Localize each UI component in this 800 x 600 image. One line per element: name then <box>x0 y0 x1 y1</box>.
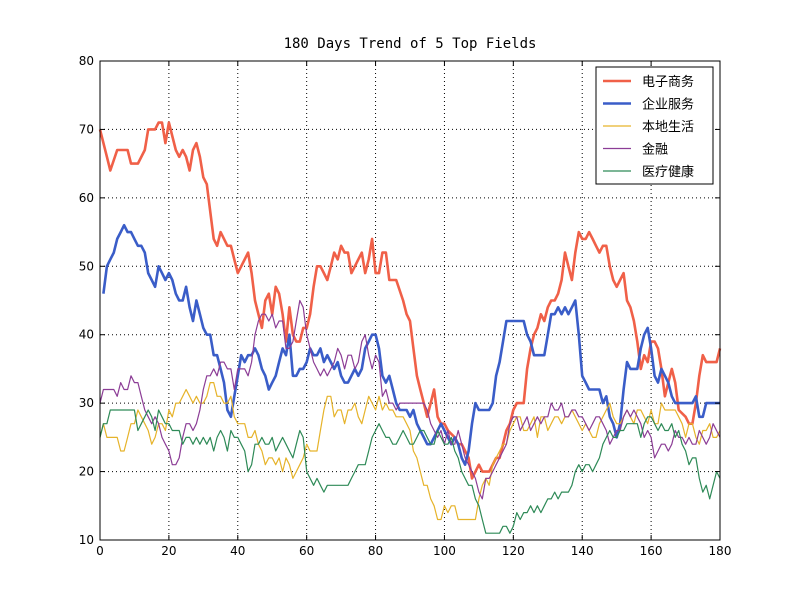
y-tick-label: 40 <box>79 328 94 342</box>
x-tick-label: 180 <box>709 544 732 558</box>
x-tick-label: 100 <box>433 544 456 558</box>
y-tick-label: 50 <box>79 259 94 273</box>
legend-label: 本地生活 <box>642 120 694 135</box>
x-tick-label: 140 <box>571 544 594 558</box>
y-tick-label: 70 <box>79 122 94 136</box>
x-tick-label: 160 <box>640 544 663 558</box>
series-line-1 <box>98 121 722 480</box>
plot-frame <box>99 60 721 541</box>
legend-label: 电子商务 <box>642 74 694 90</box>
axis-ticks: 0 20 40 60 80 100 120 140 160 180 10 20 30 40 50 60 70 80 <box>79 54 732 558</box>
y-tick-label: 20 <box>79 465 94 479</box>
y-tick-label: 80 <box>79 54 94 68</box>
x-tick-label: 60 <box>299 544 314 558</box>
x-tick-label: 120 <box>502 544 525 558</box>
legend-label: 金融 <box>642 142 668 158</box>
legend-label: 企业服务 <box>642 97 694 113</box>
series-line-3 <box>99 382 721 521</box>
x-tick-label: 0 <box>96 544 104 558</box>
y-tick-label: 10 <box>79 533 94 547</box>
y-tick-label: 30 <box>79 396 94 410</box>
x-tick-label: 80 <box>368 544 383 558</box>
x-tick-label: 40 <box>230 544 245 558</box>
series-line-5 <box>99 409 721 534</box>
y-tick-label: 60 <box>79 191 94 205</box>
chart-title: 180 Days Trend of 5 Top Fields <box>283 36 537 52</box>
x-tick-label: 20 <box>161 544 176 558</box>
series-line-2 <box>102 223 720 467</box>
series-line-4 <box>99 299 721 500</box>
legend-label: 医疗健康 <box>642 164 694 180</box>
series-lines <box>98 121 722 534</box>
